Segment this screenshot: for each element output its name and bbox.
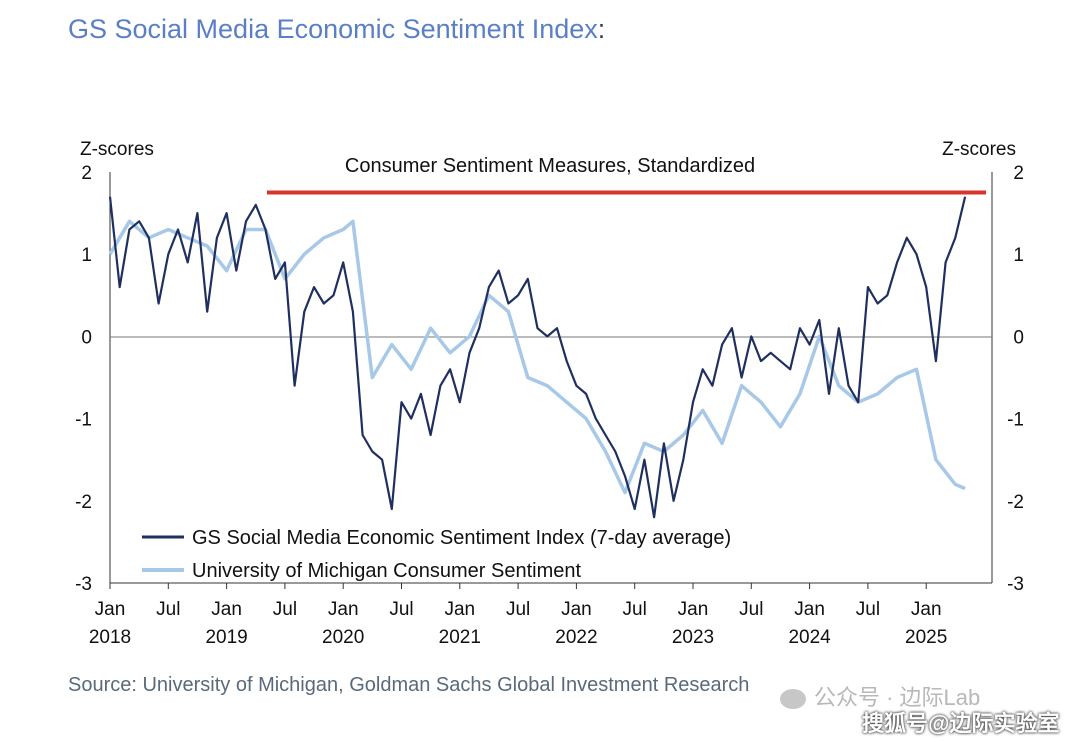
legend-label-gs-index: GS Social Media Economic Sentiment Index… (192, 527, 731, 549)
x-tick-month: Jul (856, 599, 880, 620)
x-tick-month: Jan (444, 599, 475, 620)
y-tick-left: 1 (81, 245, 92, 266)
x-tick-month: Jul (739, 599, 763, 620)
x-tick-year: 2019 (205, 627, 247, 648)
watermark-wechat-text: 公众号 · 边际Lab (814, 685, 981, 710)
y-tick-right: 0 (1013, 327, 1024, 348)
x-tick-month: Jan (794, 599, 825, 620)
chart-title: Consumer Sentiment Measures, Standardize… (345, 155, 755, 177)
x-tick-month: Jul (389, 599, 413, 620)
x-tick-month: Jul (156, 599, 180, 620)
x-tick-month: Jul (623, 599, 647, 620)
y-tick-right: -1 (1007, 410, 1024, 431)
x-tick-year: 2021 (439, 627, 481, 648)
source-note: Source: University of Michigan, Goldman … (68, 674, 750, 696)
page-title: GS Social Media Economic Sentiment Index… (68, 14, 605, 45)
x-tick-month: Jan (95, 599, 126, 620)
x-tick-year: 2025 (905, 627, 947, 648)
page-title-text: GS Social Media Economic Sentiment Index (68, 14, 598, 44)
y-tick-left: -2 (75, 492, 92, 513)
watermark-wechat: 公众号 · 边际Lab (780, 680, 980, 712)
series-layer (108, 196, 967, 519)
y-tick-right: 2 (1013, 163, 1024, 184)
x-tick-year: 2023 (672, 627, 714, 648)
wechat-icon (780, 689, 806, 710)
watermark-sohu: 搜狐号@边际实验室 (862, 711, 1060, 736)
x-tick-month: Jan (328, 599, 359, 620)
series-line-gs-index (108, 196, 967, 519)
y-tick-right: 1 (1013, 245, 1024, 266)
y-tick-left: -3 (75, 574, 92, 595)
y-tick-right: -3 (1007, 574, 1024, 595)
x-tick-month: Jan (211, 599, 242, 620)
x-tick-month: Jul (506, 599, 530, 620)
y-tick-left: 0 (81, 327, 92, 348)
series-line-umich (108, 219, 966, 495)
legend-label-umich: University of Michigan Consumer Sentimen… (192, 560, 581, 582)
x-tick-month: Jan (911, 599, 942, 620)
x-tick-month: Jul (273, 599, 297, 620)
y-tick-right: -2 (1007, 492, 1024, 513)
page-title-colon: : (597, 14, 606, 44)
x-tick-month: Jan (561, 599, 592, 620)
y-tick-left: 2 (81, 163, 92, 184)
x-tick-year: 2018 (89, 627, 131, 648)
y-axis-label-right: Z-scores (942, 139, 1016, 160)
y-axis-label-left: Z-scores (80, 139, 154, 160)
x-tick-month: Jan (678, 599, 709, 620)
x-tick-year: 2022 (555, 627, 597, 648)
x-tick-year: 2020 (322, 627, 364, 648)
y-tick-left: -1 (75, 410, 92, 431)
x-tick-year: 2024 (788, 627, 831, 648)
